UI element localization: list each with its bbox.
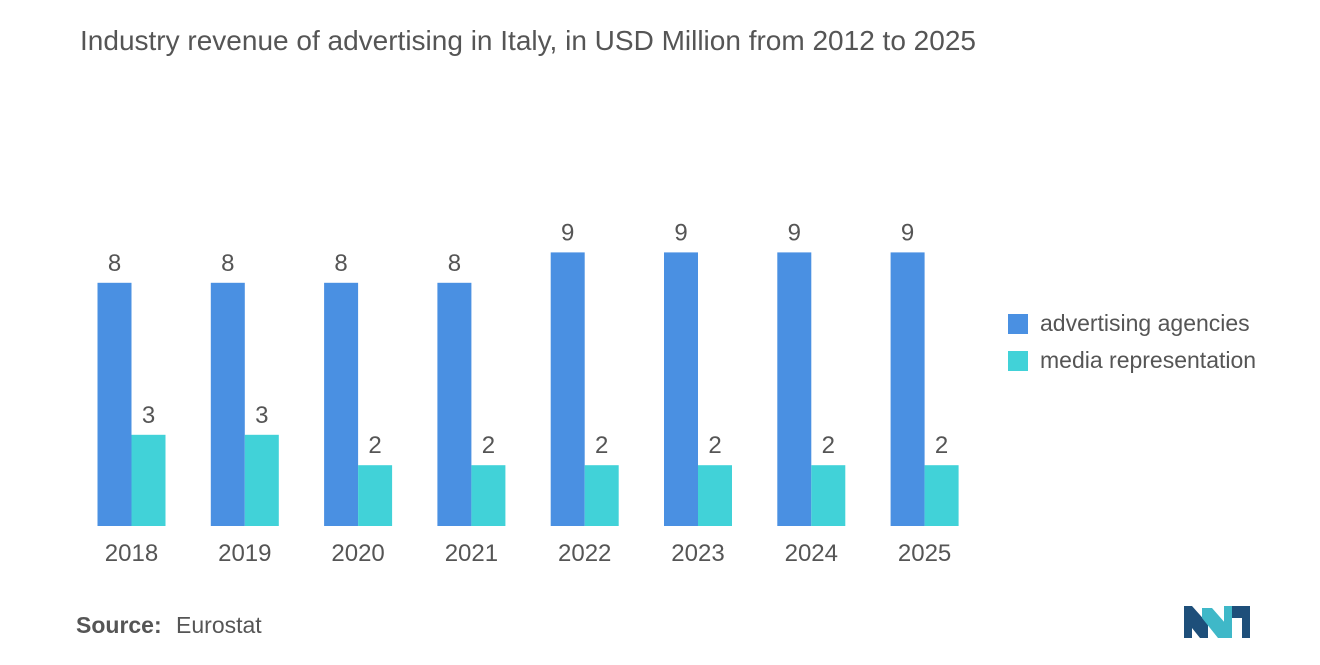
bar-advertising-agencies-2024: [777, 252, 812, 526]
data-label-advertising-agencies-2025: 9: [901, 219, 914, 246]
legend-item-media-representation: media representation: [1008, 342, 1256, 379]
data-label-advertising-agencies-2022: 9: [561, 219, 574, 246]
x-tick-label-2023: 2023: [671, 540, 724, 567]
x-tick-label-2019: 2019: [218, 540, 271, 567]
x-tick-label-2024: 2024: [785, 540, 838, 567]
logo-middle-shape: [1202, 608, 1226, 638]
data-label-media-representation-2025: 2: [935, 432, 948, 459]
bar-advertising-agencies-2023: [664, 252, 698, 526]
bar-chart: 8 3 2018 8 3 2019 8 2 2020 8 2 2021 9 2 2022 9 2 2023 9 2 20…: [97, 219, 959, 567]
bar-advertising-agencies-2020: [324, 282, 359, 526]
x-tick-label-2020: 2020: [331, 540, 384, 567]
data-label-media-representation-2023: 2: [708, 432, 721, 459]
x-tick-label-2025: 2025: [898, 540, 951, 567]
source-note: Source: Eurostat: [76, 612, 262, 639]
bar-advertising-agencies-2025: [890, 252, 925, 526]
data-label-advertising-agencies-2019: 8: [221, 250, 234, 277]
bar-advertising-agencies-2019: [210, 282, 245, 526]
bar-media-representation-2024: [811, 465, 846, 526]
source-value: Eurostat: [176, 612, 262, 638]
legend-swatch-advertising-agencies: [1008, 313, 1028, 334]
data-label-media-representation-2022: 2: [595, 432, 608, 459]
data-label-advertising-agencies-2020: 8: [334, 250, 347, 277]
legend-item-advertising-agencies: advertising agencies: [1008, 305, 1256, 342]
x-tick-label-2021: 2021: [445, 540, 498, 567]
legend-swatch-media-representation: [1008, 350, 1028, 371]
bar-media-representation-2023: [698, 465, 732, 526]
data-label-advertising-agencies-2024: 9: [788, 219, 801, 246]
logo-right-shape: [1224, 606, 1232, 638]
data-label-media-representation-2018: 3: [142, 402, 155, 429]
logo-left-shape: [1184, 606, 1208, 638]
bar-media-representation-2018: [131, 434, 166, 526]
bar-media-representation-2020: [358, 465, 393, 526]
mordor-intelligence-logo-icon: [1184, 606, 1250, 638]
x-tick-label-2018: 2018: [105, 540, 158, 567]
data-label-media-representation-2021: 2: [482, 432, 495, 459]
data-label-advertising-agencies-2018: 8: [108, 250, 121, 277]
legend-label-media-representation: media representation: [1040, 347, 1257, 373]
chart-title: Industry revenue of advertising in Italy…: [80, 25, 976, 56]
data-label-media-representation-2019: 3: [255, 402, 268, 429]
chart-legend: advertising agencies media representatio…: [1008, 305, 1256, 379]
data-label-advertising-agencies-2021: 8: [448, 250, 461, 277]
x-tick-label-2022: 2022: [558, 540, 611, 567]
logo-right-accent: [1232, 606, 1250, 638]
legend-label-advertising-agencies: advertising agencies: [1040, 310, 1250, 336]
data-label-media-representation-2020: 2: [368, 432, 381, 459]
bar-advertising-agencies-2018: [97, 282, 132, 526]
bar-media-representation-2021: [471, 465, 506, 526]
data-label-media-representation-2024: 2: [822, 432, 835, 459]
data-label-advertising-agencies-2023: 9: [674, 219, 687, 246]
bar-advertising-agencies-2021: [437, 282, 472, 526]
source-label: Source:: [76, 612, 162, 638]
bar-media-representation-2019: [244, 434, 279, 526]
bar-media-representation-2025: [924, 465, 959, 526]
bar-media-representation-2022: [584, 465, 619, 526]
bar-advertising-agencies-2022: [550, 252, 585, 526]
